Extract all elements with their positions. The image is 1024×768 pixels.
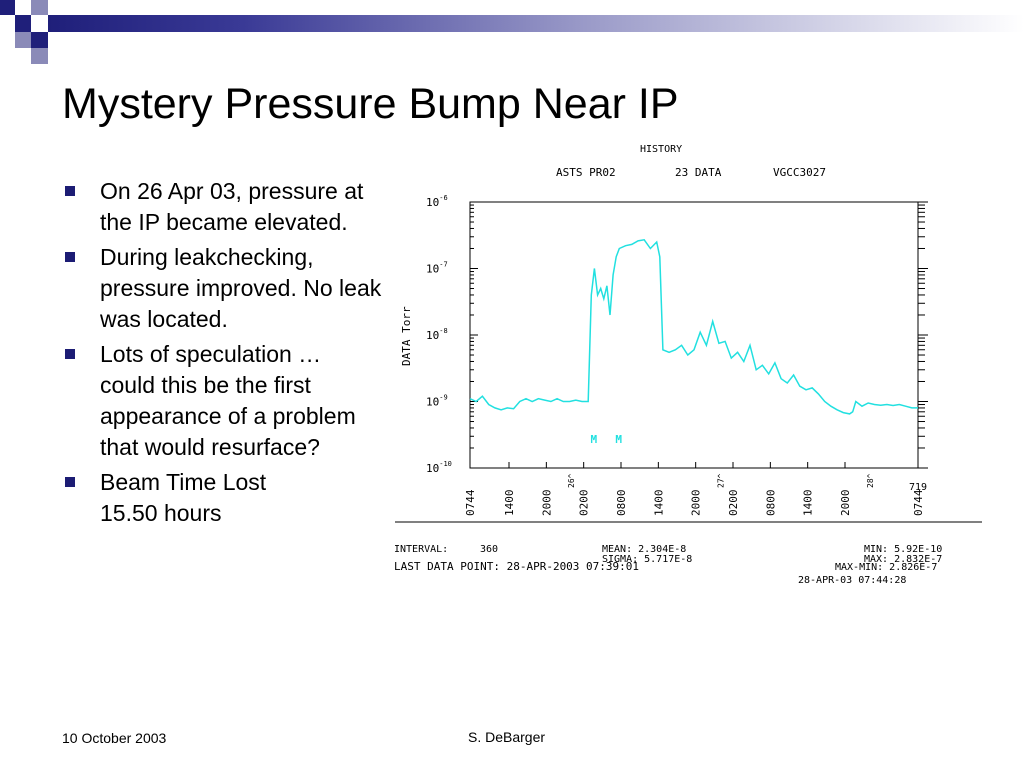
x-tick-label: 1400 bbox=[652, 490, 665, 517]
x-axis-ticks: 0744 1400 2000 0200 0800 1400 2000 0200 0800 1400… bbox=[464, 462, 925, 516]
y-axis-label: DATA Torr bbox=[400, 306, 413, 366]
day-marker-label: 27^ bbox=[717, 473, 726, 488]
x-tick-label: 2000 bbox=[540, 490, 553, 517]
y-tick-label: 10-9 bbox=[426, 394, 448, 409]
bullet-text: On 26 Apr 03, pressure at the IP became … bbox=[100, 178, 364, 235]
y-tick-label: 10-8 bbox=[426, 327, 448, 342]
x-tick-label: 0800 bbox=[764, 490, 777, 517]
bullet-square-icon bbox=[65, 252, 75, 262]
footer-date: 10 October 2003 bbox=[62, 730, 167, 746]
chart-subtitle-right: VGCC3027 bbox=[773, 166, 826, 179]
pressure-trace-line bbox=[469, 238, 918, 415]
event-marker-label: M bbox=[590, 433, 597, 446]
x-tick-label: 0200 bbox=[727, 490, 740, 517]
bullet-text: Beam Time Lost 15.50 hours bbox=[100, 469, 267, 526]
x-tick-label: 0800 bbox=[615, 490, 628, 517]
bullet-square-icon bbox=[65, 477, 75, 487]
stats-interval-value: 360 bbox=[480, 544, 498, 555]
decoration-square-6 bbox=[31, 48, 48, 64]
decoration-square-5 bbox=[15, 32, 31, 48]
bullet-square-icon bbox=[65, 186, 75, 196]
stats-sigma: SIGMA: 5.717E-8 bbox=[602, 554, 692, 565]
title-decoration-bar bbox=[48, 15, 1024, 32]
x-tick-label: 1400 bbox=[802, 490, 815, 517]
chart-subtitle-left: ASTS PR02 bbox=[556, 166, 616, 179]
x-tick-label: 0744 bbox=[912, 489, 925, 516]
chart-subtitle-mid: 23 DATA bbox=[675, 166, 722, 179]
decoration-square-2 bbox=[15, 15, 31, 32]
bullet-list: On 26 Apr 03, pressure at the IP became … bbox=[62, 176, 382, 533]
decoration-square-4 bbox=[31, 32, 48, 48]
pressure-history-chart: HISTORY ASTS PR02 23 DATA VGCC3027 DATA … bbox=[394, 144, 982, 586]
bullet-item: Lots of speculation … could this be the … bbox=[62, 339, 382, 463]
y-axis-ticks: 10-6 10-7 10-8 10-9 10-10 bbox=[426, 194, 478, 475]
decoration-square-1 bbox=[0, 0, 15, 15]
decoration-square-3 bbox=[31, 0, 48, 15]
y-tick-label: 10-10 bbox=[426, 460, 452, 475]
day-marker-label: 26^ bbox=[567, 473, 576, 488]
event-marker-label: M bbox=[615, 433, 622, 446]
y-axis-right-ticks bbox=[918, 201, 928, 469]
day-marker-label: 28^ bbox=[866, 473, 875, 488]
day-markers: 26^ 27^ 28^ bbox=[567, 473, 875, 488]
y-tick-label: 10-7 bbox=[426, 261, 448, 276]
bullet-item: During leakchecking, pressure improved. … bbox=[62, 242, 382, 335]
footer-author: S. DeBarger bbox=[468, 729, 546, 745]
x-tick-label: 2000 bbox=[839, 490, 852, 517]
stats-timestamp: 28-APR-03 07:44:28 bbox=[798, 575, 906, 586]
x-tick-label: 2000 bbox=[690, 490, 703, 517]
slide-title: Mystery Pressure Bump Near IP bbox=[62, 80, 679, 128]
stats-interval-label: INTERVAL: bbox=[394, 544, 448, 555]
chart-title: HISTORY bbox=[640, 144, 682, 155]
bullet-item: On 26 Apr 03, pressure at the IP became … bbox=[62, 176, 382, 238]
x-tick-label: 0744 bbox=[464, 489, 477, 516]
bullet-square-icon bbox=[65, 349, 75, 359]
x-tick-label: 0200 bbox=[578, 490, 591, 517]
stats-max: MAX: 2.832E-7 bbox=[864, 554, 942, 565]
bullet-item: Beam Time Lost 15.50 hours bbox=[62, 467, 382, 529]
stats-last-point: LAST DATA POINT: 28-APR-2003 07:39:01 bbox=[394, 560, 639, 573]
stats-min: MIN: 5.92E-10 bbox=[864, 544, 942, 555]
plot-frame bbox=[469, 201, 919, 469]
bullet-text: During leakchecking, pressure improved. … bbox=[100, 244, 382, 332]
stats-maxmin: MAX-MIN: 2.826E-7 bbox=[835, 562, 937, 573]
y-tick-label: 10-6 bbox=[426, 194, 448, 209]
bullet-text: Lots of speculation … could this be the … bbox=[100, 341, 356, 460]
x-tick-label: 1400 bbox=[503, 490, 516, 517]
end-label: 719 bbox=[909, 482, 927, 493]
stats-mean: MEAN: 2.304E-8 bbox=[602, 544, 686, 555]
